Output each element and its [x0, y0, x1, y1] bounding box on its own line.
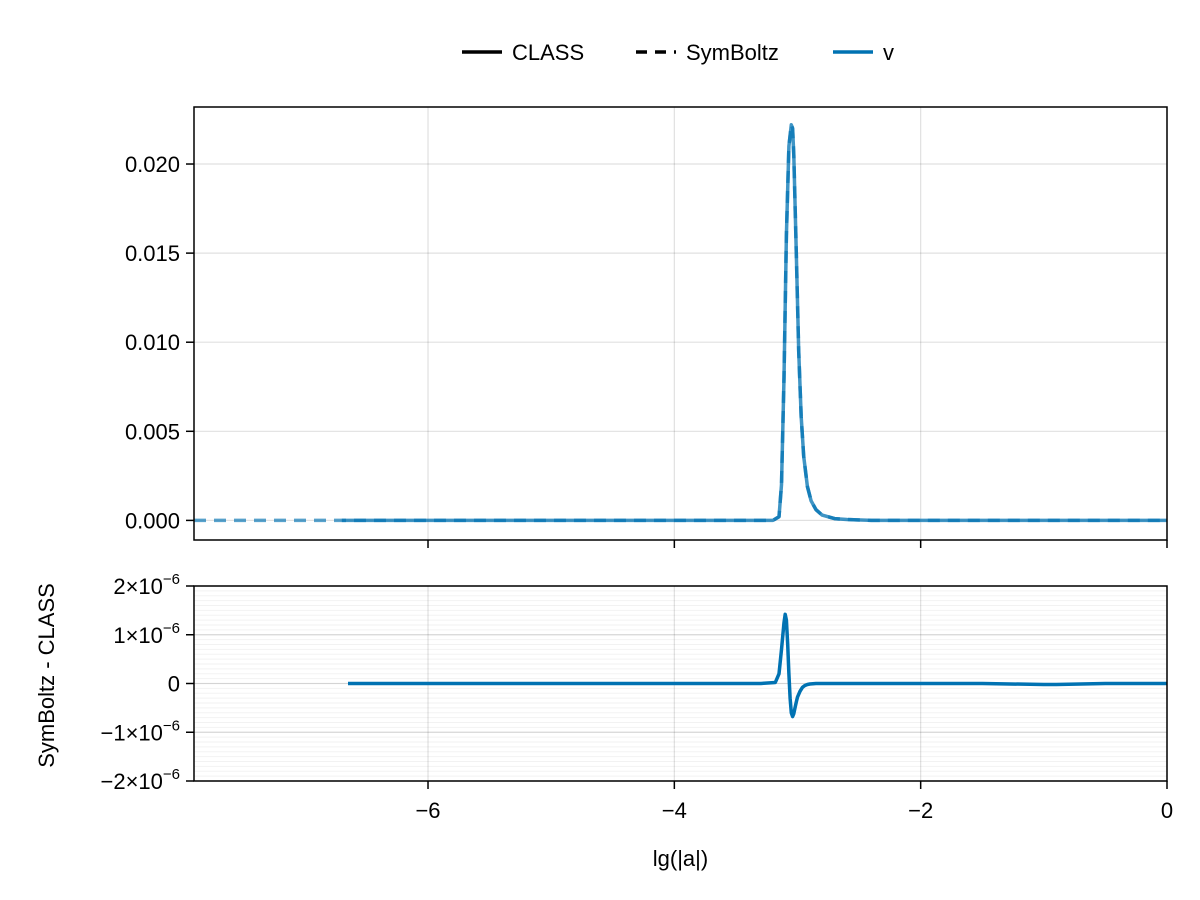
series-v-residual: [348, 612, 1167, 719]
bottom-ticks: −6 −4 −2 0−2×10−6−1×10−601×10−62×10−6: [100, 571, 1173, 823]
tick-exponent: −6: [163, 571, 180, 588]
bottom-y-tick-label: −2×10−6: [100, 766, 180, 794]
top-ticks: 0.000 0.005 0.010 0.015 0.020: [125, 152, 1168, 548]
top-gridlines: [194, 107, 1168, 540]
top-y-tick-label: 0.000: [125, 508, 180, 533]
series-symboltz: [194, 123, 1167, 523]
top-y-tick-label: 0.020: [125, 152, 180, 177]
legend-item-symboltz: SymBoltz: [636, 40, 779, 65]
top-axes-frame: [193, 106, 1168, 541]
bottom-y-tick-label: −1×10−6: [100, 717, 180, 745]
top-y-tick-label: 0.005: [125, 419, 180, 444]
tick-mantissa: 0: [168, 672, 180, 697]
x-tick-label: −2: [908, 798, 933, 823]
legend-item-class: CLASS: [462, 40, 584, 65]
bottom-gridlines: [194, 585, 1168, 782]
legend: CLASS SymBoltz v: [462, 40, 894, 65]
legend-label: v: [883, 40, 894, 65]
tick-exponent: −6: [163, 717, 180, 734]
legend-label: CLASS: [512, 40, 584, 65]
series-class: [341, 123, 1167, 523]
tick-mantissa: 1×10: [113, 623, 163, 648]
bottom-panel: −6 −4 −2 0−2×10−6−1×10−601×10−62×10−6: [100, 571, 1173, 823]
y-axis-label: SymBoltz - CLASS: [34, 583, 59, 768]
bottom-y-tick-label: 2×10−6: [113, 571, 180, 599]
top-y-tick-label: 0.015: [125, 241, 180, 266]
legend-item-v: v: [833, 40, 894, 65]
tick-exponent: −6: [163, 620, 180, 637]
bottom-y-tick-label: 1×10−6: [113, 620, 180, 648]
bottom-y-tick-label: 0: [168, 672, 180, 697]
legend-label: SymBoltz: [686, 40, 779, 65]
tick-mantissa: 2×10: [113, 574, 163, 599]
top-panel: 0.000 0.005 0.010 0.015 0.020: [125, 106, 1168, 548]
top-y-tick-label: 0.010: [125, 330, 180, 355]
tick-mantissa: −2×10: [100, 769, 162, 794]
tick-mantissa: −1×10: [100, 720, 162, 745]
bottom-series: [348, 612, 1167, 719]
x-tick-label: −6: [415, 798, 440, 823]
x-tick-label: 0: [1161, 798, 1173, 823]
x-axis-label: lg(|a|): [653, 846, 708, 871]
tick-exponent: −6: [163, 766, 180, 783]
x-tick-label: −4: [662, 798, 687, 823]
top-series: [194, 123, 1167, 523]
